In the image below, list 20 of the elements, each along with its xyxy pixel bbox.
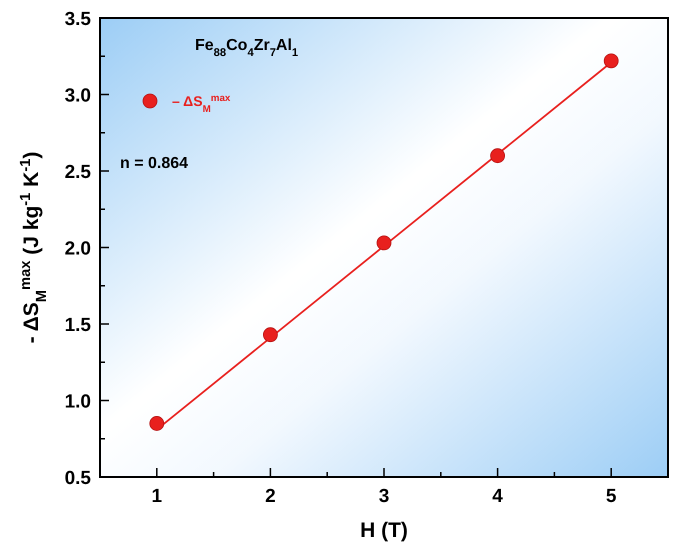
x-tick-label: 3 bbox=[378, 486, 390, 507]
x-tick-label: 2 bbox=[265, 486, 276, 507]
y-tick-label: 2.0 bbox=[64, 238, 91, 260]
x-axis-title: H (T) bbox=[360, 519, 408, 542]
x-tick-label: 4 bbox=[492, 486, 504, 507]
point bbox=[263, 327, 278, 342]
annotation: n = 0.864 bbox=[120, 155, 188, 172]
x-tick-label: 5 bbox=[606, 486, 617, 507]
annotation: Fe$_{88}$Co$_{4}$Zr$_{7}$Al$_{1}$ bbox=[195, 37, 298, 59]
y-tick-label: 1.5 bbox=[64, 315, 92, 336]
x-tick-label: 1 bbox=[152, 486, 163, 507]
text: 0.5 bbox=[64, 468, 91, 489]
point bbox=[149, 416, 164, 431]
point bbox=[376, 236, 392, 250]
point bbox=[604, 53, 619, 68]
y-tick-label: 3.5 bbox=[64, 9, 92, 30]
point bbox=[490, 148, 505, 164]
y-tick-label: 1.0 bbox=[64, 392, 91, 412]
y-tick-label: 3.0 bbox=[64, 86, 91, 106]
y-tick-label: 2.5 bbox=[64, 162, 92, 183]
